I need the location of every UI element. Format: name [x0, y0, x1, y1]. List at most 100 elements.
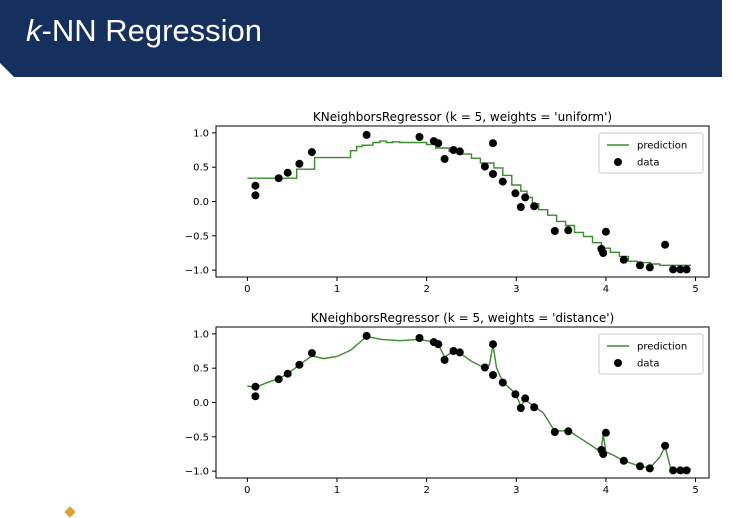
data-point — [251, 181, 260, 190]
data-point — [274, 375, 283, 384]
data-point — [601, 227, 610, 236]
y-tick-label: 0.0 — [193, 197, 209, 208]
data-point — [601, 428, 610, 437]
x-tick-label: 5 — [692, 284, 698, 295]
legend-box — [598, 333, 704, 375]
data-point — [489, 170, 497, 178]
y-tick-label: −1.0 — [185, 467, 209, 478]
data-point — [251, 382, 260, 391]
slide-title-rest: -NN Regression — [41, 13, 263, 48]
data-point — [449, 146, 458, 154]
x-tick-label: 3 — [513, 485, 519, 496]
legend-data-swatch — [614, 158, 622, 166]
x-tick-label: 1 — [334, 485, 340, 496]
prediction-line — [247, 335, 692, 472]
data-point — [415, 133, 424, 141]
data-point — [489, 139, 497, 148]
data-point — [295, 159, 304, 168]
y-tick-label: 0.5 — [193, 163, 209, 174]
y-tick-label: −0.5 — [185, 432, 209, 443]
legend-data-label: data — [637, 359, 660, 370]
data-point — [489, 340, 497, 349]
data-point — [498, 378, 507, 387]
data-point — [530, 202, 539, 211]
data-point — [274, 174, 283, 183]
x-tick-label: 3 — [513, 284, 519, 295]
slide-title-bar — [0, 0, 722, 77]
data-point — [480, 363, 489, 372]
data-point — [636, 462, 644, 471]
data-point — [362, 331, 371, 340]
data-point — [455, 348, 464, 357]
x-tick-label: 4 — [603, 485, 609, 496]
data-point — [682, 466, 691, 475]
x-tick-label: 5 — [692, 485, 698, 496]
legend-box — [598, 132, 704, 174]
data-point — [669, 466, 678, 475]
data-point — [251, 392, 260, 401]
data-point — [455, 147, 464, 156]
data-point — [599, 450, 608, 458]
data-point — [530, 403, 539, 412]
chart-title: KNeighborsRegressor (k = 5, weights = 'u… — [313, 110, 612, 124]
data-point — [676, 265, 685, 274]
data-point — [307, 349, 316, 358]
chart-panel-0: KNeighborsRegressor (k = 5, weights = 'u… — [185, 110, 710, 295]
data-point — [619, 255, 628, 264]
data-point — [550, 428, 559, 436]
data-point — [516, 203, 525, 211]
data-point — [516, 404, 525, 412]
slide-title-k: k — [26, 13, 42, 48]
legend-data-swatch — [614, 359, 622, 367]
data-point — [661, 441, 670, 450]
data-point — [619, 456, 628, 465]
x-tick-label: 0 — [244, 284, 250, 295]
y-tick-label: 1.0 — [193, 329, 209, 340]
data-point — [676, 466, 685, 475]
data-point — [295, 360, 304, 369]
data-point — [489, 371, 497, 379]
data-point — [307, 148, 316, 157]
data-point — [521, 394, 530, 403]
slide-title: k-NN Regression — [26, 13, 262, 49]
chart-title: KNeighborsRegressor (k = 5, weights = 'd… — [311, 311, 614, 325]
data-point — [440, 355, 449, 364]
data-point — [415, 334, 424, 342]
data-point — [564, 226, 573, 235]
data-point — [498, 177, 507, 186]
data-point — [550, 227, 559, 235]
data-point — [440, 154, 449, 163]
y-tick-label: −0.5 — [185, 231, 209, 242]
y-tick-label: −1.0 — [185, 266, 209, 277]
legend-prediction-label: prediction — [637, 141, 687, 152]
x-tick-label: 2 — [423, 284, 429, 295]
x-tick-label: 1 — [334, 284, 340, 295]
x-tick-label: 2 — [423, 485, 429, 496]
data-point — [521, 193, 530, 202]
data-point — [564, 427, 573, 436]
x-tick-label: 0 — [244, 485, 250, 496]
data-point — [599, 249, 608, 257]
y-tick-label: 0.5 — [193, 364, 209, 375]
y-tick-label: 1.0 — [193, 128, 209, 139]
data-point — [251, 191, 260, 200]
legend-prediction-label: prediction — [637, 342, 687, 353]
data-point — [511, 390, 520, 399]
data-point — [636, 261, 644, 270]
x-tick-label: 4 — [603, 284, 609, 295]
legend-data-label: data — [637, 158, 660, 169]
data-point — [682, 265, 691, 274]
data-point — [283, 369, 292, 378]
data-point — [283, 168, 292, 177]
data-point — [480, 162, 489, 171]
chart-panel-1: KNeighborsRegressor (k = 5, weights = 'd… — [185, 311, 710, 496]
data-point — [362, 130, 371, 139]
y-tick-label: 0.0 — [193, 398, 209, 409]
data-point — [434, 340, 443, 349]
data-point — [645, 263, 654, 272]
data-point — [645, 464, 654, 473]
data-point — [669, 265, 678, 274]
data-point — [661, 240, 670, 249]
prediction-line — [247, 140, 692, 266]
